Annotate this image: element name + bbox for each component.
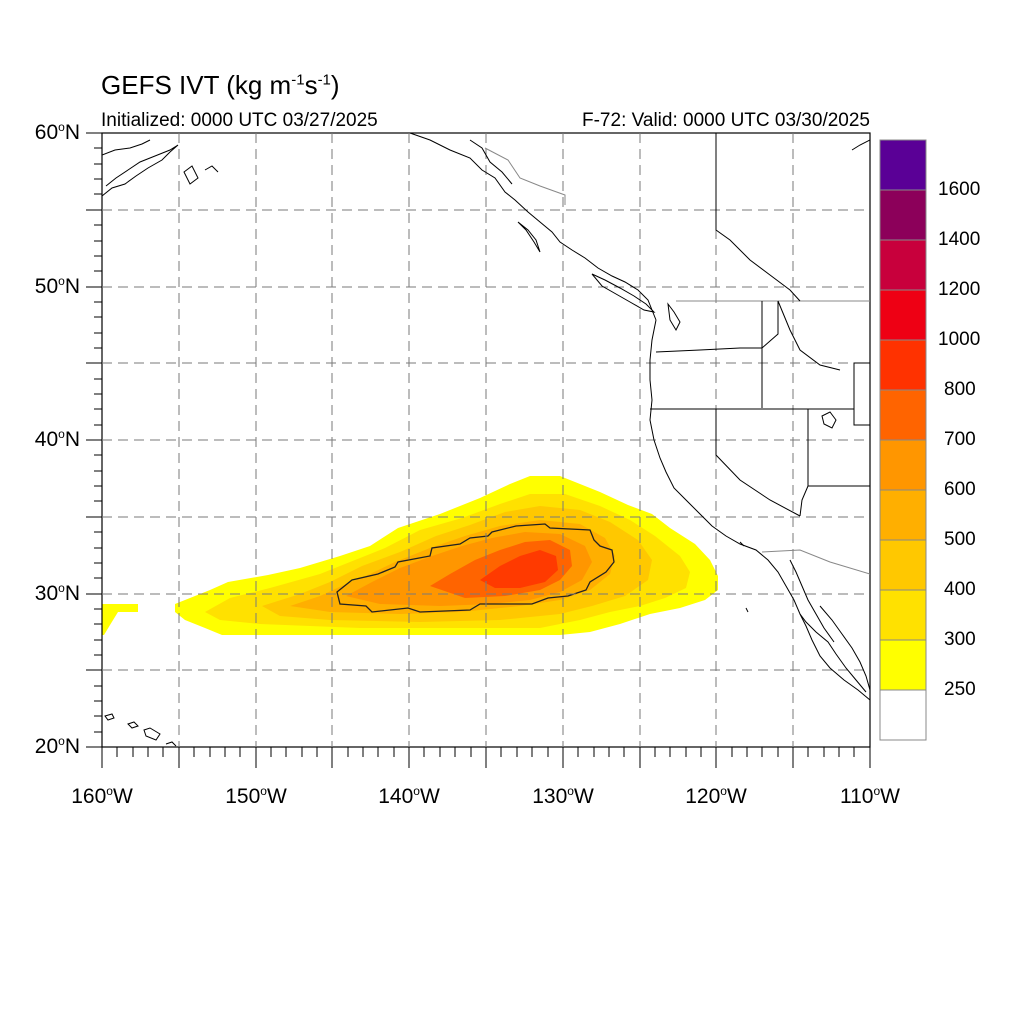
colorbar-label-1400: 1400 (938, 229, 981, 250)
colorbar-swatch-250 (879, 639, 927, 691)
colorbar-swatch-below (879, 689, 927, 741)
state-borders (484, 133, 870, 575)
colorbar-label-300: 300 (944, 629, 976, 650)
colorbar-label-1200: 1200 (938, 279, 981, 300)
colorbar-swatch-1400 (879, 189, 927, 241)
colorbar-label-400: 400 (944, 579, 976, 600)
coastlines (102, 133, 870, 747)
colorbar-swatch-1200 (879, 239, 927, 291)
colorbar-swatch-300 (879, 589, 927, 641)
colorbar-label-1000: 1000 (938, 329, 981, 350)
lat-label-20: 20oN (34, 734, 80, 758)
colorbar-swatch-1000 (879, 289, 927, 341)
plot-title: GEFS IVT (kg m-1s-1) (101, 70, 340, 100)
colorbar-swatch-400 (879, 539, 927, 591)
colorbar-swatch-500 (879, 489, 927, 541)
lat-label-40: 40oN (34, 427, 80, 451)
ivt-contour-500 (336, 523, 615, 613)
lat-label-50: 50oN (34, 274, 80, 298)
ivt-band-250 (102, 604, 138, 635)
valid-time-label: F-72: Valid: 0000 UTC 03/30/2025 (582, 110, 870, 131)
ivt-field (102, 476, 718, 635)
colorbar-swatch-700 (879, 389, 927, 441)
colorbar-label-800: 800 (944, 379, 976, 400)
colorbar-label-500: 500 (944, 529, 976, 550)
lon-label-140w: 140oW (378, 784, 440, 808)
lat-label-30: 30oN (34, 581, 80, 605)
colorbar (879, 139, 927, 741)
ivt-band-800 (480, 550, 558, 588)
colorbar-swatch-1600 (879, 139, 927, 191)
colorbar-label-250: 250 (944, 679, 976, 700)
colorbar-label-1600: 1600 (938, 179, 981, 200)
lat-label-60: 60oN (34, 120, 80, 144)
lon-label-160w: 160oW (71, 784, 133, 808)
gridlines (102, 133, 870, 747)
init-time-label: Initialized: 0000 UTC 03/27/2025 (101, 110, 378, 131)
lon-label-150w: 150oW (225, 784, 287, 808)
lon-label-130w: 130oW (532, 784, 594, 808)
colorbar-label-700: 700 (944, 429, 976, 450)
lon-label-110w: 110oW (840, 784, 900, 808)
colorbar-label-600: 600 (944, 479, 976, 500)
colorbar-swatch-600 (879, 439, 927, 491)
tick-marks (86, 132, 871, 768)
colorbar-swatch-800 (879, 339, 927, 391)
lon-label-120w: 120oW (685, 784, 747, 808)
